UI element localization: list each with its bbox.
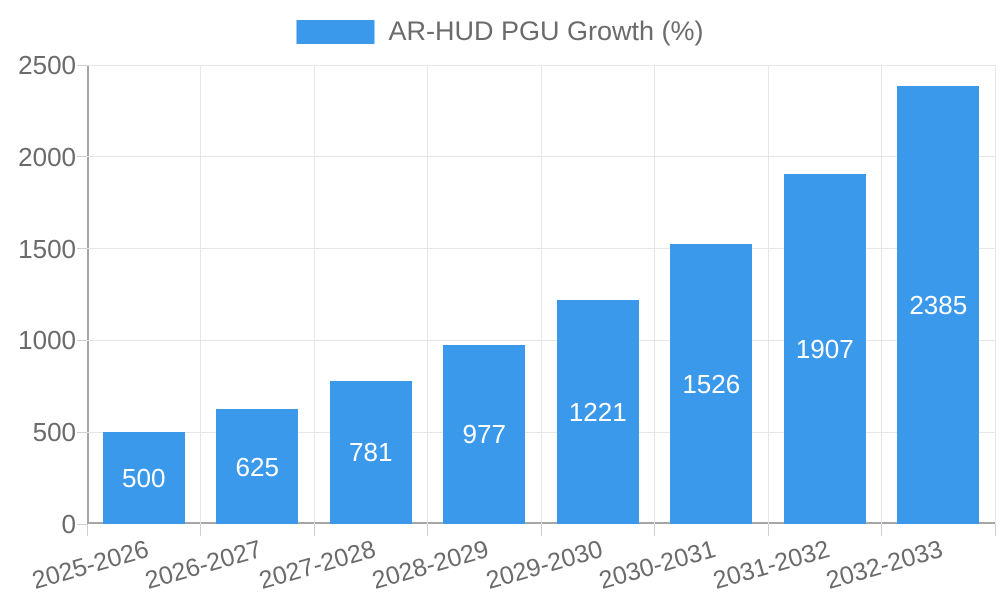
legend-swatch-icon xyxy=(296,19,375,44)
bar-value-label: 500 xyxy=(122,463,166,494)
legend-item[interactable]: AR-HUD PGU Growth (%) xyxy=(296,16,704,47)
legend-label: AR-HUD PGU Growth (%) xyxy=(388,16,704,46)
y-axis-tick-label: 1000 xyxy=(18,325,76,356)
y-axis-tick-label: 2500 xyxy=(18,50,76,80)
bar xyxy=(102,432,185,524)
y-axis-tick-label: 500 xyxy=(32,417,76,448)
gridline-vertical xyxy=(540,65,542,524)
bar-value-label: 625 xyxy=(235,451,279,482)
x-axis-tick xyxy=(313,524,315,536)
bar-value-label: 781 xyxy=(349,437,393,468)
bar-value-label: 977 xyxy=(462,419,506,450)
y-axis-tick-label: 1500 xyxy=(18,233,76,264)
bar xyxy=(216,409,299,524)
x-axis-tick xyxy=(767,524,769,536)
y-axis-tick-label: 0 xyxy=(61,509,76,539)
y-axis-tick xyxy=(77,431,87,433)
x-axis-tick xyxy=(540,524,542,536)
y-axis-tick-label: 2000 xyxy=(18,141,76,172)
gridline-vertical xyxy=(881,65,882,524)
gridline-vertical xyxy=(654,65,655,524)
y-axis-tick xyxy=(77,248,87,250)
gridline-vertical xyxy=(313,65,315,524)
x-axis-tick xyxy=(881,524,882,536)
gridline-vertical xyxy=(200,65,201,524)
gridline-vertical xyxy=(994,65,996,524)
bar-value-label: 1221 xyxy=(568,396,627,427)
bar xyxy=(556,299,639,524)
y-axis-tick xyxy=(77,523,87,525)
bar xyxy=(443,344,526,524)
bar xyxy=(329,380,412,524)
y-axis-tick xyxy=(77,339,87,341)
bar xyxy=(783,173,866,524)
bar xyxy=(670,243,753,524)
gridline-vertical xyxy=(767,65,769,524)
x-axis-tick xyxy=(200,524,201,536)
bar-value-label: 1526 xyxy=(682,368,741,399)
x-axis-tick xyxy=(427,524,428,536)
bar-value-label: 1907 xyxy=(795,333,854,364)
x-axis-tick xyxy=(994,524,996,536)
x-axis-tick xyxy=(654,524,655,536)
bar-value-label: 2385 xyxy=(909,290,968,321)
y-axis-tick xyxy=(77,156,87,158)
y-axis-tick xyxy=(77,64,87,66)
gridline-vertical xyxy=(427,65,428,524)
bar xyxy=(897,86,980,524)
x-axis-tick xyxy=(86,524,88,536)
